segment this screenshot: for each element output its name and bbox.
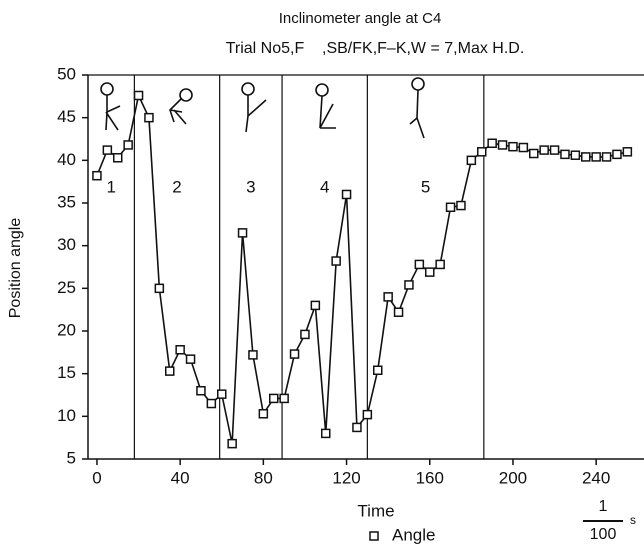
y-tick-label: 50 <box>57 64 76 83</box>
data-point <box>373 365 383 376</box>
data-point <box>237 228 248 238</box>
data-point <box>341 189 352 200</box>
legend-marker <box>369 531 379 541</box>
y-tick-label: 25 <box>57 278 76 297</box>
data-point <box>549 145 560 155</box>
chart-subtitle: Trial No5,F ,SB/FK,F–K,W = 7,Max H.D. <box>226 40 525 57</box>
data-point <box>123 140 133 150</box>
data-point <box>102 145 113 155</box>
data-point <box>164 366 175 376</box>
x-tick-label: 160 <box>416 468 444 487</box>
y-tick-label: 40 <box>57 150 76 169</box>
data-point <box>310 300 321 311</box>
data-point <box>321 428 331 439</box>
data-point <box>154 283 165 294</box>
data-point <box>268 393 279 404</box>
data-point <box>581 152 591 162</box>
data-point <box>185 354 196 364</box>
data-point <box>248 350 258 360</box>
data-point <box>518 142 529 153</box>
data-point <box>497 140 508 150</box>
unit-suffix: s <box>630 513 636 527</box>
data-point <box>435 259 445 270</box>
data-point <box>414 259 425 270</box>
data-point <box>112 153 123 163</box>
data-point <box>456 200 466 211</box>
x-tick-label: 80 <box>254 468 273 487</box>
data-point <box>508 141 518 152</box>
data-point <box>362 409 373 420</box>
data-point <box>258 409 269 419</box>
data-point <box>279 393 289 404</box>
data-point <box>425 267 435 277</box>
data-point <box>144 112 154 123</box>
data-point <box>331 256 341 266</box>
data-point <box>352 422 362 433</box>
y-tick-label: 10 <box>57 406 76 425</box>
data-point <box>227 438 237 449</box>
data-point <box>487 138 497 149</box>
y-tick-label: 5 <box>67 448 76 467</box>
data-point <box>445 202 456 213</box>
data-point <box>539 145 549 155</box>
data-point <box>591 152 601 162</box>
chart-title: Inclinometer angle at C4 <box>279 10 442 27</box>
data-point <box>612 149 622 160</box>
x-axis-title: Time <box>357 501 394 520</box>
y-tick-label: 20 <box>57 320 76 339</box>
phase-label: 5 <box>421 177 430 196</box>
phase-label: 2 <box>172 177 181 196</box>
y-tick-label: 30 <box>57 235 76 254</box>
y-tick-label: 15 <box>57 363 76 382</box>
data-point <box>175 345 185 355</box>
unit-numerator: 1 <box>599 498 608 515</box>
data-point <box>622 147 633 157</box>
data-point <box>216 389 227 399</box>
data-point <box>404 280 414 290</box>
x-tick-label: 40 <box>171 468 190 487</box>
phase-label: 3 <box>246 177 255 196</box>
data-point <box>196 385 206 396</box>
legend-label: Angle <box>392 525 435 544</box>
stick-figures <box>100 77 425 139</box>
x-tick-label: 0 <box>92 468 101 487</box>
data-point <box>393 307 404 317</box>
data-point <box>300 329 310 340</box>
x-tick-label: 240 <box>582 468 610 487</box>
data-point <box>529 148 539 159</box>
y-tick-label: 45 <box>57 107 76 126</box>
unit-denominator: 100 <box>590 526 617 543</box>
x-tick-label: 120 <box>332 468 360 487</box>
phase-label: 1 <box>106 177 115 196</box>
data-point <box>570 150 581 160</box>
phase-label: 4 <box>320 177 329 196</box>
data-point <box>133 90 144 101</box>
data-point <box>601 152 612 162</box>
data-point <box>383 292 393 302</box>
data-point <box>206 398 217 409</box>
x-tick-label: 200 <box>499 468 527 487</box>
data-point <box>92 170 102 181</box>
y-axis-title: Position angle <box>7 218 24 319</box>
data-point <box>477 147 487 157</box>
data-point <box>466 155 477 166</box>
data-point <box>560 149 570 160</box>
data-point <box>289 349 300 359</box>
data-line <box>96 92 628 444</box>
y-tick-label: 35 <box>57 192 76 211</box>
